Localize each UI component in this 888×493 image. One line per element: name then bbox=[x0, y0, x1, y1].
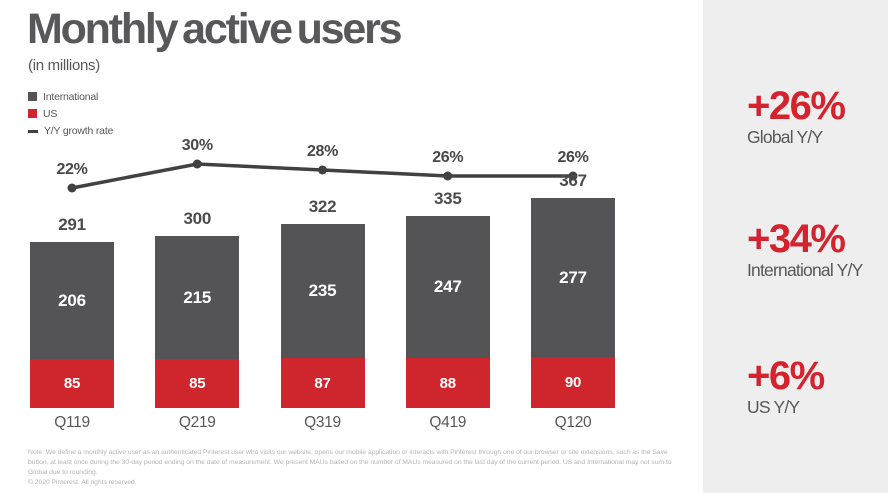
total-label: 335 bbox=[434, 189, 462, 208]
stat-label: US Y/Y bbox=[747, 397, 800, 417]
bar-group-Q419: 335 247 88 bbox=[405, 189, 490, 408]
bar-group-Q319: 322 235 87 bbox=[280, 197, 365, 408]
growth-rate-label: 26% bbox=[557, 149, 589, 166]
stat-us-y-y: +6% US Y/Y bbox=[747, 354, 825, 417]
international-value: 215 bbox=[183, 287, 212, 307]
legend-item-international: International bbox=[28, 88, 113, 105]
legend-label: International bbox=[43, 90, 99, 103]
stat-value: +34% bbox=[747, 217, 846, 261]
bar-group-Q120: 367 277 90 bbox=[531, 171, 615, 408]
growth-rate-label: 26% bbox=[432, 149, 464, 166]
line-dash-icon bbox=[28, 129, 38, 133]
total-label: 300 bbox=[183, 209, 212, 228]
stat-label: Global Y/Y bbox=[747, 127, 823, 147]
x-axis-label-Q120: Q120 bbox=[554, 414, 592, 431]
international-segment: 277 bbox=[531, 198, 615, 357]
stat-label: International Y/Y bbox=[747, 260, 863, 280]
us-value: 85 bbox=[63, 375, 81, 392]
international-segment: 235 bbox=[280, 224, 365, 358]
footnote: Note: We define a monthly active user as… bbox=[28, 448, 688, 488]
us-segment: 85 bbox=[155, 359, 240, 408]
growth-rate-line-chart bbox=[67, 159, 578, 193]
legend-item-us: US bbox=[28, 105, 113, 122]
stat-global-y-y: +26% Global Y/Y bbox=[747, 84, 846, 147]
us-value: 85 bbox=[189, 375, 206, 392]
chart-legend: International US Y/Y growth rate bbox=[28, 88, 113, 139]
page-title: Monthly active users bbox=[27, 5, 403, 53]
red-square-icon bbox=[28, 109, 37, 118]
us-segment: 87 bbox=[280, 358, 365, 408]
us-segment: 88 bbox=[405, 358, 490, 408]
legend-label: Y/Y growth rate bbox=[44, 124, 114, 137]
us-value: 90 bbox=[564, 374, 582, 391]
legend-label: US bbox=[43, 107, 58, 120]
us-segment: 90 bbox=[531, 357, 615, 408]
total-label: 291 bbox=[58, 215, 86, 234]
highlights-panel: +26% Global Y/Y +34% International Y/Y +6% US… bbox=[703, 0, 888, 493]
mau-chart: Monthly active users (in millions) Inter… bbox=[27, 5, 615, 431]
total-label: 367 bbox=[559, 171, 587, 190]
stat-value: +6% bbox=[747, 354, 825, 398]
international-segment: 247 bbox=[405, 216, 490, 358]
growth-rate-label: 30% bbox=[181, 137, 213, 154]
growth-rate-point bbox=[192, 159, 202, 169]
darkgray-square-icon bbox=[28, 92, 37, 101]
bar-group-Q219: 300 215 85 bbox=[155, 209, 240, 408]
growth-rate-point bbox=[568, 171, 578, 181]
x-axis-label-Q119: Q119 bbox=[54, 414, 90, 431]
total-label: 322 bbox=[308, 197, 337, 216]
x-axis-label-Q419: Q419 bbox=[429, 414, 467, 431]
legend-item-y-y-growth-rate: Y/Y growth rate bbox=[28, 122, 113, 139]
us-value: 87 bbox=[314, 374, 331, 392]
bar-group-Q119: 291 206 85 bbox=[30, 215, 114, 408]
footnote-note: Note: We define a monthly active user as… bbox=[28, 449, 672, 477]
international-segment: 215 bbox=[155, 236, 240, 359]
stat-international-y-y: +34% International Y/Y bbox=[747, 217, 863, 280]
x-axis-label-Q319: Q319 bbox=[304, 414, 341, 431]
us-segment: 85 bbox=[30, 359, 114, 408]
growth-rate-label: 28% bbox=[306, 143, 339, 160]
growth-rate-point bbox=[67, 183, 77, 193]
stat-value: +26% bbox=[747, 84, 846, 128]
footnote-copyright: © 2020 Pinterest. All rights reserved. bbox=[28, 479, 137, 487]
international-segment: 206 bbox=[30, 242, 114, 359]
chart-units-subtitle: (in millions) bbox=[28, 57, 100, 74]
growth-rate-point bbox=[443, 171, 453, 181]
international-value: 247 bbox=[433, 277, 462, 296]
international-value: 235 bbox=[308, 281, 337, 300]
us-value: 88 bbox=[439, 374, 457, 392]
growth-rate-label: 22% bbox=[56, 161, 88, 178]
international-value: 206 bbox=[58, 290, 86, 310]
x-axis-label-Q219: Q219 bbox=[178, 414, 216, 431]
international-value: 277 bbox=[559, 267, 587, 287]
growth-rate-point bbox=[318, 165, 327, 175]
